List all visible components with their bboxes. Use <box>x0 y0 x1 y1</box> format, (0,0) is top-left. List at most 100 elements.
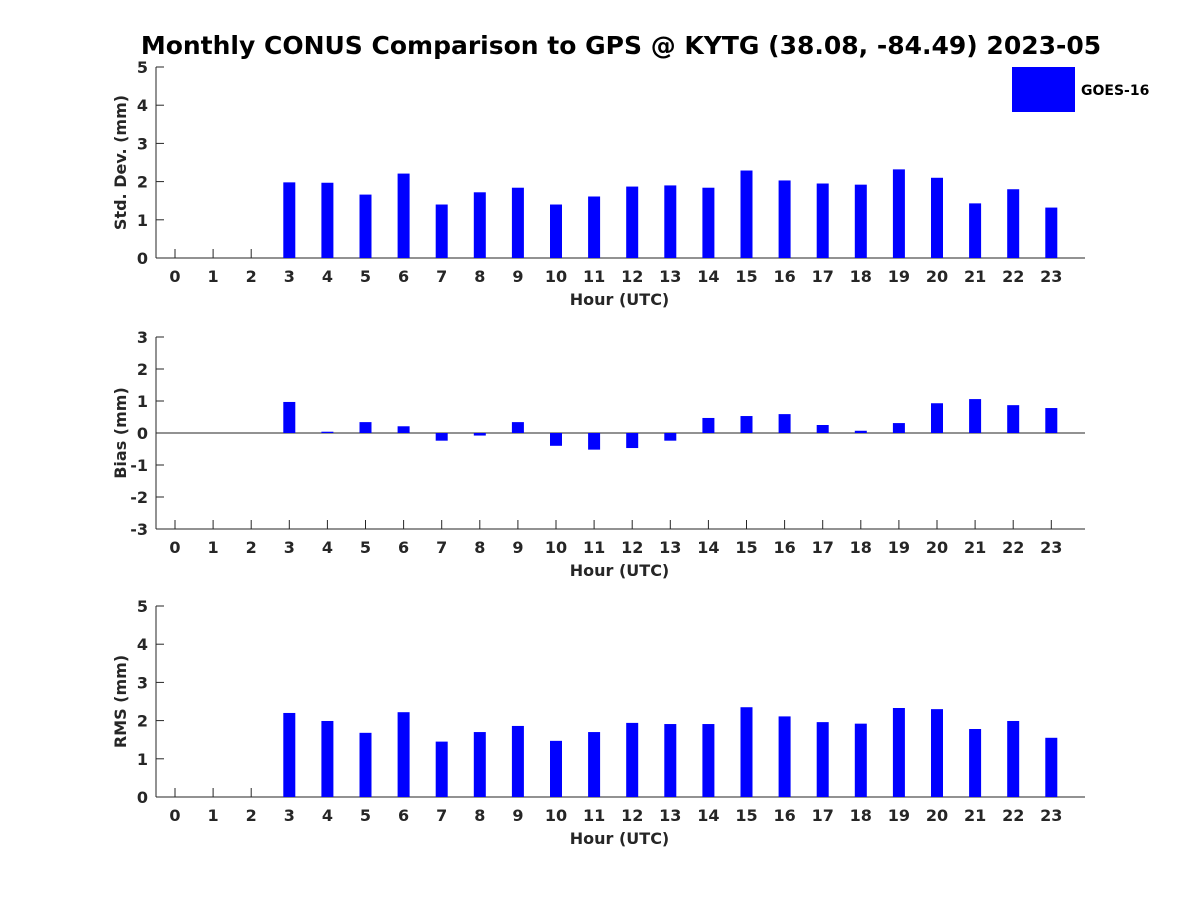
y-tick-label: 5 <box>137 597 148 616</box>
x-tick-label: 15 <box>735 538 757 557</box>
bar-std-dev-hour-10 <box>550 204 562 258</box>
x-tick-label: 4 <box>322 538 333 557</box>
x-tick-label: 4 <box>322 806 333 825</box>
x-tick-label: 16 <box>773 538 795 557</box>
chart-title: Monthly CONUS Comparison to GPS @ KYTG (… <box>141 31 1101 60</box>
bar-std-dev-hour-11 <box>588 196 601 258</box>
bar-std-dev-hour-9 <box>511 187 524 258</box>
x-tick-label: 0 <box>169 806 180 825</box>
x-tick-label: 18 <box>850 538 872 557</box>
x-axis-label: Hour (UTC) <box>570 561 670 580</box>
y-axis-label: Bias (mm) <box>111 387 130 479</box>
legend-label-goes16: GOES-16 <box>1081 83 1149 99</box>
x-tick-label: 3 <box>284 538 295 557</box>
y-tick-label: 5 <box>137 58 148 77</box>
bar-std-dev-hour-7 <box>435 204 448 258</box>
bar-rms-hour-22 <box>1007 720 1020 797</box>
bar-bias-hour-13 <box>664 433 677 441</box>
bar-std-dev-hour-12 <box>626 186 639 258</box>
x-tick-label: 12 <box>621 267 643 286</box>
y-tick-label: 4 <box>137 96 148 115</box>
y-tick-label: 2 <box>137 712 148 731</box>
x-tick-label: 13 <box>659 538 681 557</box>
bar-rms-hour-18 <box>854 723 867 797</box>
x-tick-label: 18 <box>850 806 872 825</box>
bar-std-dev-hour-15 <box>740 170 753 258</box>
x-tick-label: 13 <box>659 267 681 286</box>
x-tick-label: 23 <box>1040 806 1062 825</box>
x-tick-label: 21 <box>964 538 986 557</box>
x-tick-label: 11 <box>583 267 605 286</box>
bar-std-dev-hour-20 <box>931 177 943 258</box>
x-tick-label: 14 <box>697 267 719 286</box>
x-tick-label: 23 <box>1040 267 1062 286</box>
bar-rms-hour-13 <box>664 724 677 797</box>
y-tick-label: 0 <box>137 788 148 807</box>
x-tick-label: 10 <box>545 806 567 825</box>
legend-swatch-goes16 <box>1012 67 1075 112</box>
bar-std-dev-hour-3 <box>283 182 296 258</box>
bar-rms-hour-9 <box>511 725 524 797</box>
bar-bias-hour-12 <box>626 433 639 449</box>
bar-rms-hour-3 <box>283 712 296 797</box>
x-tick-label: 11 <box>583 538 605 557</box>
legend: GOES-16 <box>1012 67 1149 112</box>
x-tick-label: 8 <box>474 538 485 557</box>
x-tick-label: 0 <box>169 538 180 557</box>
bar-bias-hour-10 <box>550 433 562 446</box>
x-tick-label: 0 <box>169 267 180 286</box>
bar-bias-hour-11 <box>588 433 601 450</box>
x-tick-label: 9 <box>512 806 523 825</box>
bar-bias-hour-19 <box>892 423 905 433</box>
bar-bias-hour-16 <box>778 414 791 433</box>
bar-std-dev-hour-4 <box>321 182 334 258</box>
x-tick-label: 14 <box>697 806 719 825</box>
x-axis-label: Hour (UTC) <box>570 290 670 309</box>
y-tick-label: 1 <box>137 392 148 411</box>
bar-bias-hour-14 <box>702 417 715 433</box>
bar-bias-hour-8 <box>473 433 486 436</box>
x-tick-label: 3 <box>284 806 295 825</box>
x-tick-label: 2 <box>246 267 257 286</box>
y-tick-label: 0 <box>137 249 148 268</box>
x-tick-label: 8 <box>474 267 485 286</box>
bar-rms-hour-17 <box>816 722 829 797</box>
x-tick-label: 22 <box>1002 538 1024 557</box>
x-tick-label: 22 <box>1002 806 1024 825</box>
y-tick-label: -1 <box>130 456 148 475</box>
bar-std-dev-hour-5 <box>359 194 372 258</box>
bar-bias-hour-23 <box>1045 408 1058 433</box>
x-tick-label: 5 <box>360 538 371 557</box>
bar-bias-hour-18 <box>854 430 867 433</box>
x-tick-label: 6 <box>398 267 409 286</box>
x-tick-label: 15 <box>735 806 757 825</box>
x-tick-label: 12 <box>621 538 643 557</box>
bar-std-dev-hour-19 <box>892 169 905 258</box>
y-tick-label: 0 <box>137 424 148 443</box>
y-axis-label: RMS (mm) <box>111 655 130 748</box>
bar-std-dev-hour-23 <box>1045 207 1058 258</box>
x-tick-label: 8 <box>474 806 485 825</box>
y-tick-label: 3 <box>137 134 148 153</box>
x-tick-label: 15 <box>735 267 757 286</box>
x-tick-label: 20 <box>926 267 948 286</box>
bar-bias-hour-6 <box>397 426 410 433</box>
x-tick-label: 19 <box>888 267 910 286</box>
x-tick-label: 2 <box>246 806 257 825</box>
x-tick-label: 11 <box>583 806 605 825</box>
bar-std-dev-hour-18 <box>854 184 867 258</box>
x-tick-label: 14 <box>697 538 719 557</box>
y-tick-label: 1 <box>137 750 148 769</box>
x-tick-label: 20 <box>926 806 948 825</box>
bar-rms-hour-16 <box>778 716 791 797</box>
bar-bias-hour-15 <box>740 416 753 433</box>
y-tick-label: 3 <box>137 673 148 692</box>
x-tick-label: 7 <box>436 267 447 286</box>
y-tick-label: 2 <box>137 173 148 192</box>
x-tick-label: 12 <box>621 806 643 825</box>
x-tick-label: 16 <box>773 806 795 825</box>
y-axis-label: Std. Dev. (mm) <box>111 95 130 230</box>
x-tick-label: 18 <box>850 267 872 286</box>
